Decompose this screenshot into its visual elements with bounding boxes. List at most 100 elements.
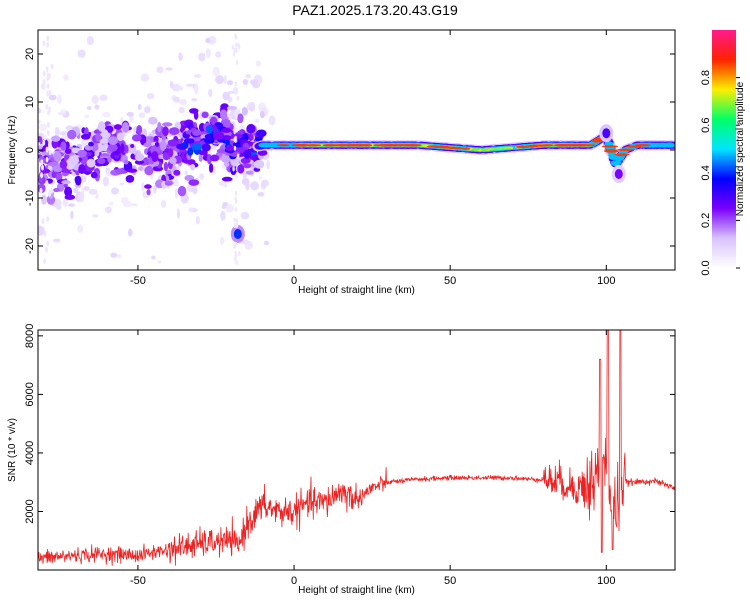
x-tick-label: -50	[130, 575, 146, 587]
spectral-cell	[54, 126, 60, 138]
spectral-cell	[335, 144, 353, 147]
spectral-cell	[121, 122, 130, 133]
spectral-cell	[77, 49, 86, 58]
spectral-cell	[198, 150, 208, 156]
spectral-cell	[163, 161, 169, 172]
spectral-cell	[355, 144, 373, 147]
spectral-cell	[554, 144, 572, 147]
spectral-cell	[59, 160, 68, 169]
spectral-cell	[221, 176, 233, 182]
spectral-cell	[257, 191, 265, 197]
spectral-cell	[65, 141, 70, 150]
spectral-cell	[436, 145, 450, 149]
spectral-cell	[45, 66, 49, 73]
spectral-cell	[131, 134, 142, 142]
spectral-cell	[245, 170, 254, 175]
spectral-feature	[233, 229, 242, 239]
spectral-cell	[193, 73, 202, 79]
spectral-cell	[634, 144, 647, 147]
spectrogram-image	[38, 33, 675, 266]
spectral-cell	[46, 90, 50, 97]
spectral-cell	[240, 157, 251, 164]
spectral-cell	[86, 158, 96, 168]
spectral-cell	[601, 145, 619, 148]
spectral-cell	[192, 129, 201, 136]
spectral-cell	[235, 60, 239, 66]
spectral-cell	[199, 173, 205, 180]
spectral-cell	[209, 116, 218, 125]
spectral-cell	[46, 216, 50, 223]
spectral-cell	[52, 164, 63, 173]
spectral-cell	[187, 147, 194, 156]
spectral-cell	[46, 130, 50, 137]
spectral-cell	[107, 143, 118, 152]
spectral-cell	[146, 189, 151, 196]
x-tick-label: 100	[597, 275, 615, 287]
spectral-cell	[164, 181, 173, 186]
spectral-cell	[137, 103, 142, 110]
spectral-cell	[38, 123, 47, 132]
spectral-cell	[60, 141, 67, 151]
spectral-cell	[40, 159, 44, 166]
spectral-cell	[198, 154, 203, 162]
spectral-cell	[128, 115, 134, 123]
spectral-cell	[42, 139, 46, 146]
spectral-cell	[174, 188, 179, 199]
spectral-cell	[151, 255, 156, 260]
snr-plot	[38, 330, 675, 566]
spectral-cell	[91, 95, 99, 105]
spectral-cell	[86, 106, 92, 111]
spectral-cell	[108, 136, 118, 145]
spectral-cell	[235, 174, 239, 180]
spectral-cell	[223, 75, 227, 85]
spectral-cell	[130, 143, 135, 148]
spectral-cell	[249, 79, 258, 85]
spectral-cell	[233, 217, 236, 223]
y-axis-title: SNR (10 * v/v)	[7, 418, 18, 482]
spectral-cell	[205, 37, 211, 43]
spectral-cell	[136, 125, 143, 135]
spectral-cell	[191, 98, 198, 102]
spectral-cell	[540, 144, 554, 147]
spectral-cell	[78, 191, 85, 203]
spectral-cell	[232, 166, 235, 172]
spectral-cell	[215, 51, 222, 58]
spectral-cell	[168, 127, 180, 135]
snr-frame	[37, 329, 676, 571]
spectral-cell	[162, 126, 169, 137]
spectral-cell	[84, 114, 90, 119]
spectral-cell	[169, 80, 174, 89]
spectral-cell	[75, 175, 82, 186]
spectral-cell	[235, 42, 238, 48]
snr-series-line	[38, 330, 675, 566]
spectral-cell	[241, 106, 248, 116]
spectral-cell	[248, 101, 256, 112]
spectral-cell	[266, 159, 271, 170]
spectral-cell	[209, 154, 220, 162]
spectral-cell	[88, 188, 98, 195]
spectral-cell	[191, 142, 203, 151]
colorbar-tick-label: 0.0	[700, 260, 712, 275]
spectral-cell	[171, 83, 181, 92]
spectral-cell	[68, 203, 75, 207]
spectral-cell	[94, 104, 100, 110]
spectral-cell	[258, 176, 263, 180]
spectral-cell	[41, 151, 50, 156]
spectral-cell	[138, 112, 146, 119]
spectral-cell	[116, 254, 122, 258]
spectral-cell	[46, 41, 50, 48]
spectral-cell	[237, 44, 241, 50]
spectral-cell	[68, 155, 80, 166]
spectral-cell	[235, 260, 238, 266]
colorbar-gradient	[712, 30, 736, 268]
spectral-cell	[39, 187, 43, 194]
spectral-cell	[64, 186, 73, 197]
spectral-cell	[173, 96, 180, 103]
spectral-cell	[234, 81, 238, 87]
colorbar-label: Normalized spectral amplitude	[735, 81, 746, 216]
spectral-cell	[604, 150, 619, 153]
spectral-cell	[140, 73, 150, 82]
y-tick-label: 0	[24, 147, 36, 153]
spectral-cell	[268, 115, 276, 126]
spectral-cell	[179, 86, 184, 91]
